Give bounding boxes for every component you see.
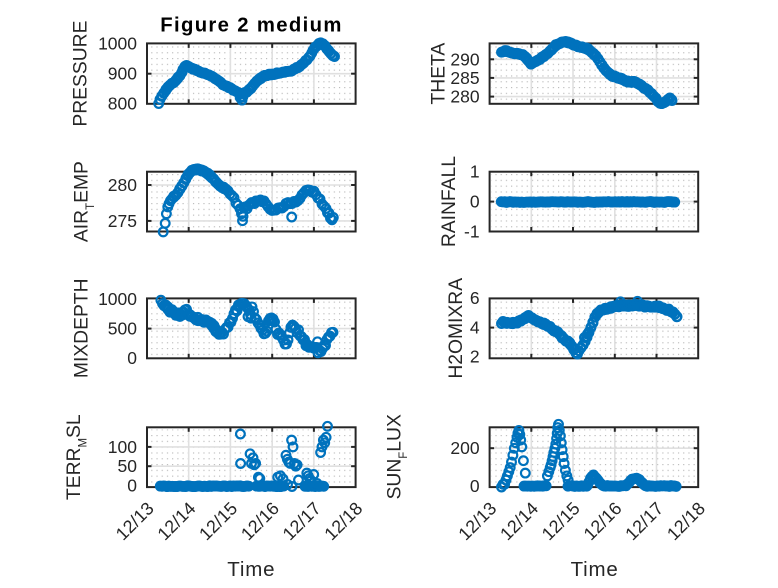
svg-text:290: 290	[450, 49, 479, 69]
svg-text:900: 900	[108, 64, 137, 84]
svg-text:280: 280	[108, 175, 137, 195]
svg-text:H2OMIXRA: H2OMIXRA	[446, 278, 467, 379]
svg-text:2: 2	[470, 347, 480, 367]
svg-text:RAINFALL: RAINFALL	[439, 156, 460, 247]
svg-text:280: 280	[450, 87, 479, 107]
svg-text:Time: Time	[227, 558, 275, 581]
svg-text:THETA: THETA	[429, 43, 450, 105]
svg-text:0: 0	[127, 348, 137, 368]
svg-text:Figure 2 medium: Figure 2 medium	[160, 14, 343, 36]
svg-text:0: 0	[470, 476, 480, 496]
svg-text:0: 0	[470, 192, 480, 212]
svg-text:4: 4	[470, 318, 480, 338]
svg-text:800: 800	[108, 94, 137, 114]
svg-text:1000: 1000	[98, 289, 137, 309]
svg-text:200: 200	[450, 438, 479, 458]
svg-text:-1: -1	[464, 222, 480, 242]
svg-text:1: 1	[470, 162, 480, 182]
svg-text:285: 285	[450, 68, 479, 88]
svg-text:100: 100	[108, 437, 137, 457]
svg-text:0: 0	[127, 476, 137, 496]
svg-text:6: 6	[470, 288, 480, 308]
svg-text:50: 50	[118, 456, 138, 476]
svg-text:275: 275	[108, 211, 137, 231]
svg-text:PRESSURE: PRESSURE	[71, 20, 92, 126]
svg-text:Time: Time	[571, 558, 619, 581]
svg-text:1000: 1000	[98, 34, 137, 54]
svg-text:SUNFLUX: SUNFLUX	[385, 414, 411, 499]
svg-text:AIRTEMP: AIRTEMP	[72, 161, 98, 242]
svg-text:MIXDEPTH: MIXDEPTH	[72, 278, 93, 378]
svg-text:500: 500	[108, 319, 137, 339]
svg-text:TERRMSL: TERRMSL	[64, 414, 90, 500]
